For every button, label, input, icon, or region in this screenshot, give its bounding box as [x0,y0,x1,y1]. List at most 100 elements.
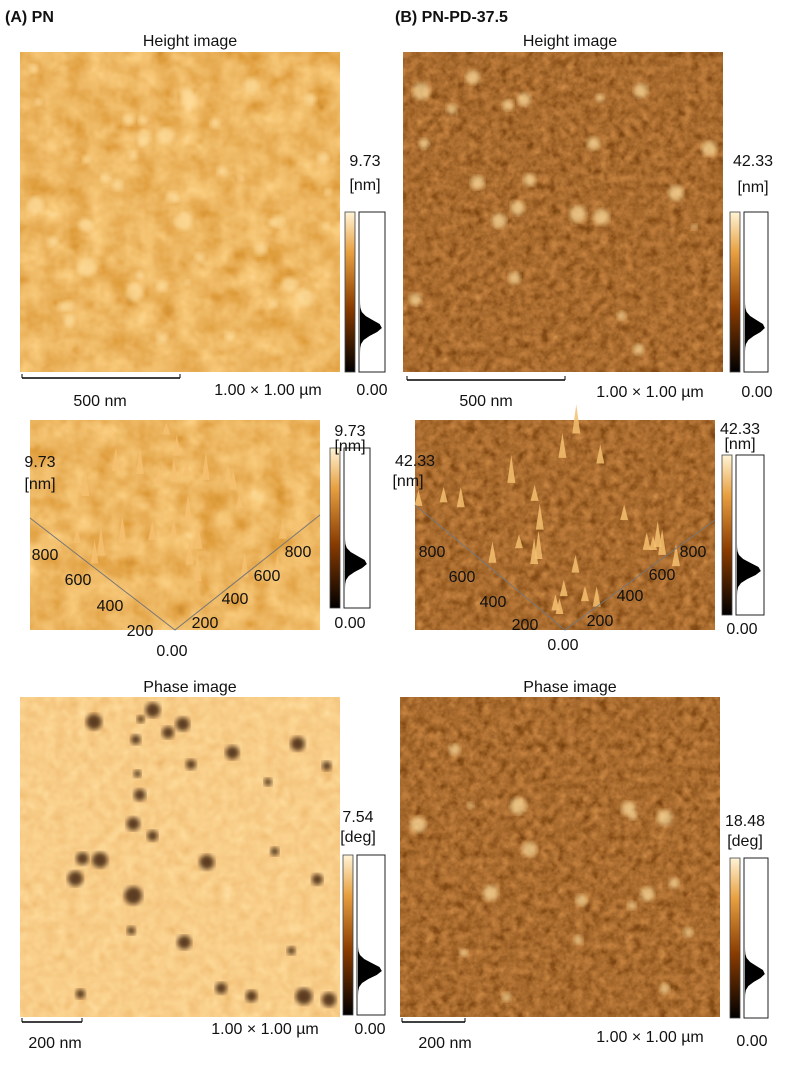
axis-tick: 600 [254,568,281,585]
grain [130,734,141,745]
grain [147,830,158,842]
colorbar [342,854,354,1016]
peak [172,434,181,456]
grain [465,70,480,85]
grain [287,946,296,955]
grain [295,288,314,307]
grain [586,137,600,151]
peak [649,535,658,551]
grain [76,852,89,865]
axis-tick: 800 [285,544,312,561]
grain [225,331,235,342]
peak [534,530,543,559]
scale-bar-label: 500 nm [459,393,512,410]
axis-tick: 200 [587,613,614,630]
grain [177,935,192,950]
grain [101,172,112,183]
scale-min: 0.00 [741,384,772,401]
grain [508,271,521,285]
grain [78,258,96,277]
axis-tick: 600 [65,572,92,589]
peak [671,543,680,567]
scale-unit: [nm] [349,177,380,194]
colorbar [729,211,741,373]
peak [111,447,120,471]
panel-label: (A) PN [5,9,54,26]
image-title: Height image [143,33,237,50]
grain [522,842,537,857]
grain [467,802,475,809]
grain [173,195,181,203]
grain [621,801,636,816]
peak [414,489,423,506]
grain [281,277,298,293]
peak [155,465,164,485]
grain [311,874,323,885]
z-unit: [nm] [24,476,55,493]
peak [73,526,82,544]
peak [555,598,564,615]
grain [317,152,329,164]
grain [569,205,587,223]
peak [278,520,287,539]
peak [169,519,178,539]
grain [627,901,637,910]
histogram [358,935,382,1015]
peak [162,422,171,435]
z-unit: [nm] [392,473,423,490]
peak [580,585,589,602]
peak [658,528,667,555]
grain [593,209,610,226]
histogram-box [358,211,386,373]
grain [459,948,468,957]
peak [558,433,567,458]
peak [551,594,560,611]
axis-tick: 800 [419,544,446,561]
grain [63,314,76,327]
peak [194,526,203,549]
grain [133,769,142,778]
histogram-box [743,857,769,1019]
scale-unit: [nm] [724,436,755,453]
peak [235,495,244,509]
scan-size: 1.00 × 1.00 µm [211,1021,319,1038]
histogram-box [743,211,769,373]
colorbar [721,454,733,616]
peak [90,540,99,564]
grain [633,83,649,98]
grain [701,141,717,157]
axis-tick: 200 [512,617,539,634]
histogram-box [735,454,765,616]
grain [270,847,280,856]
grain [659,983,670,994]
peak [224,464,233,483]
peak [182,460,191,476]
grain [181,91,198,108]
grain [157,127,175,145]
grain [125,283,144,302]
grain [640,887,655,902]
peak [535,503,544,530]
grain [412,82,430,100]
axis [29,514,321,631]
grain [668,877,680,889]
grain [174,212,193,230]
grain [305,93,317,106]
histogram [745,938,765,1018]
grain [271,215,285,228]
peak [201,451,210,480]
grain [510,200,525,216]
histogram [345,528,367,608]
axis-tick: 600 [649,567,676,584]
peak [653,520,662,548]
grain [194,252,206,264]
peak [559,579,568,597]
scale-min: 0.00 [356,382,387,399]
axis-tick: 400 [222,591,249,608]
grain [156,332,169,345]
grain [523,173,536,187]
axis-tick: 400 [617,588,644,605]
scale-bar-label: 200 nm [28,1035,81,1052]
grain [124,886,143,905]
z-max: 42.33 [395,453,435,470]
